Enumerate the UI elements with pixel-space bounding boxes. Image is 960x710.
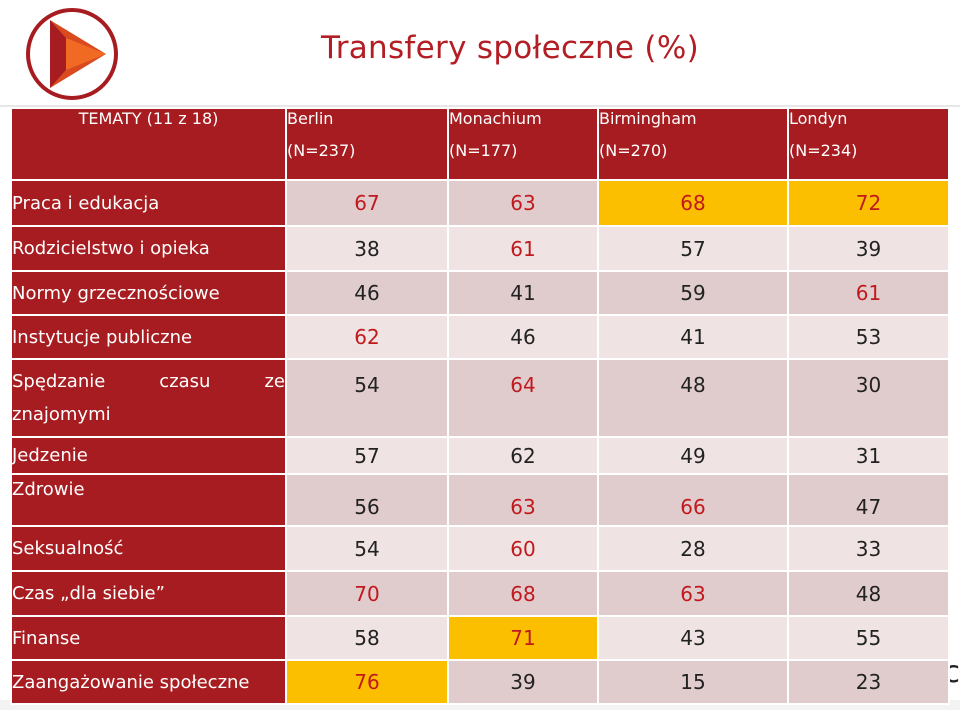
row-label: Instytucje publiczne <box>10 314 287 360</box>
table-row: Instytucje publiczne 62 46 41 53 <box>10 314 950 360</box>
table-cell: 53 <box>787 314 950 360</box>
row-label: Praca i edukacja <box>10 179 287 227</box>
header-topics: TEMATY (11 z 18) <box>10 107 287 181</box>
table-cell: 48 <box>597 358 789 438</box>
table-row: Czas „dla siebie” 70 68 63 48 <box>10 570 950 617</box>
table-cell: 54 <box>285 358 449 438</box>
table-cell: 15 <box>597 659 789 705</box>
row-label: Spędzanie czasu ze znajomymi <box>10 358 287 438</box>
table-cell: 76 <box>285 659 449 705</box>
table-row: Seksualność 54 60 28 33 <box>10 525 950 572</box>
table-cell: 28 <box>597 525 789 572</box>
table-cell: 46 <box>285 270 449 316</box>
header-city: Monachium (N=177) <box>447 107 599 181</box>
table-cell: 68 <box>597 179 789 227</box>
table-cell: 33 <box>787 525 950 572</box>
row-label: Seksualność <box>10 525 287 572</box>
table-row: Finanse 58 71 43 55 <box>10 615 950 661</box>
play-triangle-logo-icon <box>26 8 118 100</box>
table-cell: 38 <box>285 225 449 272</box>
table-cell: 39 <box>447 659 599 705</box>
table-cell: 63 <box>447 473 599 527</box>
table-cell: 60 <box>447 525 599 572</box>
table-cell: 59 <box>597 270 789 316</box>
city-n: (N=177) <box>449 141 518 160</box>
table-cell: 61 <box>787 270 950 316</box>
table-cell: 39 <box>787 225 950 272</box>
table-cell: 63 <box>597 570 789 617</box>
table-cell: 67 <box>285 179 449 227</box>
table-header-row: TEMATY (11 z 18) Berlin (N=237) Monachium… <box>10 107 950 181</box>
city-n: (N=270) <box>599 141 668 160</box>
table-cell: 41 <box>447 270 599 316</box>
city-n: (N=237) <box>287 141 356 160</box>
table-cell: 72 <box>787 179 950 227</box>
row-label: Zdrowie <box>10 473 287 527</box>
table-cell: 62 <box>447 436 599 475</box>
city-name: Londyn <box>789 109 848 128</box>
table-cell: 48 <box>787 570 950 617</box>
table-cell: 66 <box>597 473 789 527</box>
table-cell: 47 <box>787 473 950 527</box>
row-label-line1: Spędzanie czasu ze <box>12 371 285 392</box>
table-cell: 68 <box>447 570 599 617</box>
table-row: Jedzenie 57 62 49 31 <box>10 436 950 475</box>
table-row: Praca i edukacja 67 63 68 72 <box>10 179 950 227</box>
footer-strip <box>0 700 960 710</box>
row-label: Jedzenie <box>10 436 287 475</box>
table-cell: 61 <box>447 225 599 272</box>
slide-title: Transfery społeczne (%) <box>321 30 699 66</box>
table-cell: 43 <box>597 615 789 661</box>
header-city: Londyn (N=234) <box>787 107 950 181</box>
city-name: Birmingham <box>599 109 697 128</box>
table-cell: 70 <box>285 570 449 617</box>
table-cell: 54 <box>285 525 449 572</box>
table-cell: 58 <box>285 615 449 661</box>
table-row: Spędzanie czasu ze znajomymi 54 64 48 30 <box>10 358 950 438</box>
table-cell: 31 <box>787 436 950 475</box>
row-label: Czas „dla siebie” <box>10 570 287 617</box>
table-row: Rodzicielstwo i opieka 38 61 57 39 <box>10 225 950 272</box>
table-cell: 57 <box>285 436 449 475</box>
table-row: Zdrowie 56 63 66 47 <box>10 473 950 527</box>
table-cell: 56 <box>285 473 449 527</box>
row-label: Finanse <box>10 615 287 661</box>
transfers-table: TEMATY (11 z 18) Berlin (N=237) Monachium… <box>10 107 950 705</box>
table-cell: 63 <box>447 179 599 227</box>
table-cell: 57 <box>597 225 789 272</box>
row-label-line2: znajomymi <box>12 404 111 425</box>
table-cell: 62 <box>285 314 449 360</box>
row-label: Zaangażowanie społeczne <box>10 659 287 705</box>
table-cell: 49 <box>597 436 789 475</box>
header-city: Birmingham (N=270) <box>597 107 789 181</box>
table-cell: 41 <box>597 314 789 360</box>
row-label: Rodzicielstwo i opieka <box>10 225 287 272</box>
table-cell: 64 <box>447 358 599 438</box>
row-label: Normy grzecznościowe <box>10 270 287 316</box>
table-cell: 55 <box>787 615 950 661</box>
city-name: Berlin <box>287 109 334 128</box>
table-cell: 46 <box>447 314 599 360</box>
table-cell: 23 <box>787 659 950 705</box>
city-n: (N=234) <box>789 141 858 160</box>
header-city: Berlin (N=237) <box>285 107 449 181</box>
table-row: Normy grzecznościowe 46 41 59 61 <box>10 270 950 316</box>
table-cell: 71 <box>447 615 599 661</box>
city-name: Monachium <box>449 109 542 128</box>
title-divider <box>0 105 960 107</box>
table-cell: 30 <box>787 358 950 438</box>
table-row: Zaangażowanie społeczne 76 39 15 23 <box>10 659 950 705</box>
